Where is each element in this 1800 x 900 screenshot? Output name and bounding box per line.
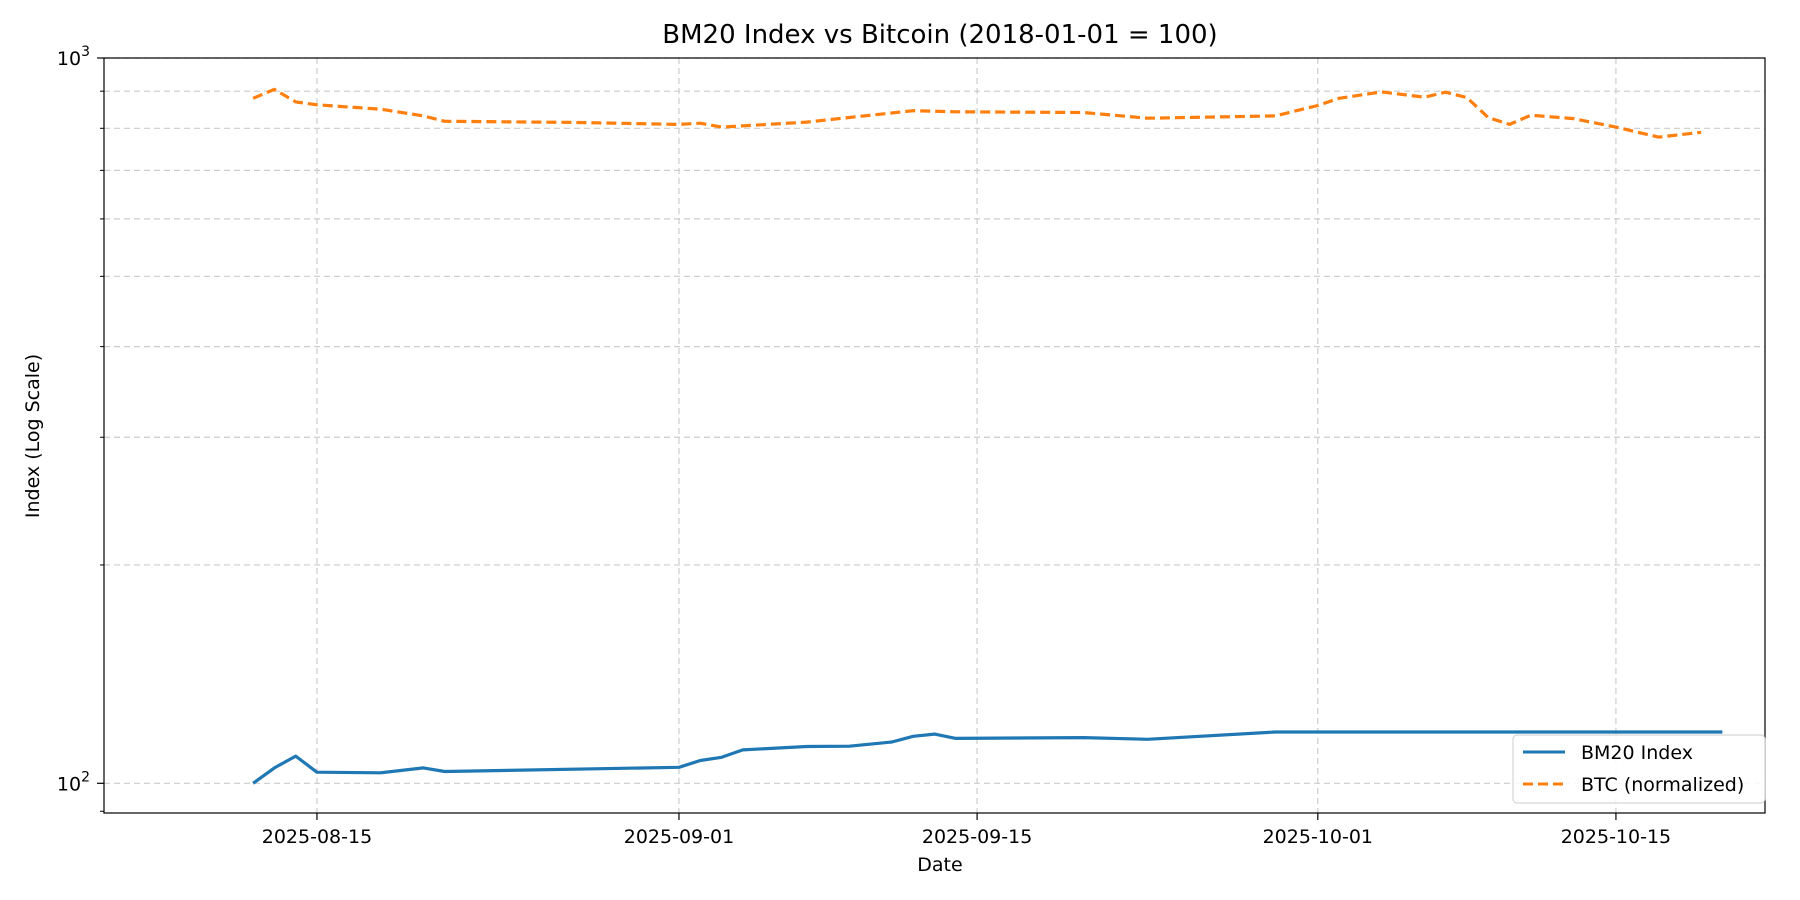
x-tick-label: 2025-08-15 xyxy=(262,826,372,848)
series-line-0 xyxy=(252,730,1723,785)
legend: BM20 Index BTC (normalized) xyxy=(1512,734,1766,804)
legend-label-btc: BTC (normalized) xyxy=(1581,774,1744,796)
legend-box xyxy=(1512,734,1766,804)
y-tick-label: 103 xyxy=(57,44,90,70)
axis-ticks: 2025-08-15 2025-09-01 2025-09-15 2025-10-01… xyxy=(57,44,1671,848)
x-tick-label: 2025-09-15 xyxy=(922,826,1032,848)
legend-label-bm20: BM20 Index xyxy=(1581,742,1693,764)
series-line-1 xyxy=(252,87,1702,139)
y-axis-label: Index (Log Scale) xyxy=(22,354,44,518)
x-tick-label: 2025-10-01 xyxy=(1263,826,1373,848)
x-tick-label: 2025-09-01 xyxy=(624,826,734,848)
y-tick-label: 102 xyxy=(57,769,90,795)
chart-title: BM20 Index vs Bitcoin (2018-01-01 = 100) xyxy=(662,20,1217,50)
x-axis-label: Date xyxy=(917,854,962,876)
x-tick-label: 2025-10-15 xyxy=(1561,826,1671,848)
series-lines xyxy=(252,87,1723,785)
plot-frame xyxy=(103,57,1766,814)
